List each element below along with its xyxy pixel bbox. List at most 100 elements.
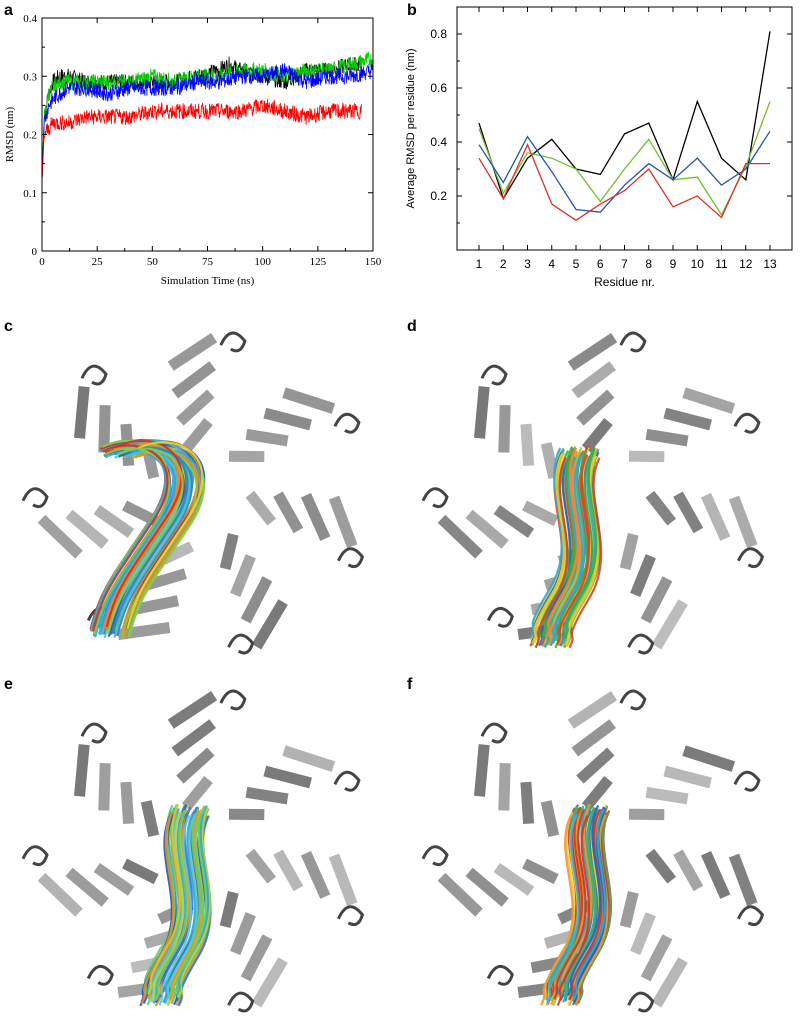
x-tick-label: 0 (39, 256, 45, 268)
beta-strand (474, 744, 490, 797)
beta-strand (700, 493, 731, 541)
y-tick-label: 0.3 (23, 71, 37, 83)
peptide-trace (563, 447, 598, 639)
peptide-trace (556, 815, 591, 1006)
beta-strand (682, 387, 736, 414)
peptide-trace (150, 811, 185, 1003)
peptide-trace (556, 454, 590, 646)
beta-strand (576, 747, 615, 784)
loop (21, 845, 49, 867)
loop (333, 412, 361, 434)
beta-strand (65, 509, 109, 549)
peptide-trace (176, 806, 211, 998)
beta-strand (219, 891, 239, 928)
beta-strand (567, 691, 618, 729)
x-tick-label: 75 (202, 256, 214, 268)
beta-strand (263, 765, 312, 789)
rmsd-time-chart: 0 25 50 75 100 125 150 0 0.1 0.2 0.3 0.4 Simulation … (4, 13, 382, 287)
plot-frame (41, 17, 374, 252)
peptide-trace (545, 447, 579, 639)
loop (627, 991, 655, 1013)
beta-strand (728, 495, 758, 549)
beta-strand (245, 428, 289, 447)
beta-strand (328, 495, 358, 549)
series-line-0 (478, 31, 771, 201)
beta-strand (65, 867, 109, 907)
x-axis-label: Simulation Time (ns) (161, 275, 255, 287)
loop (333, 770, 361, 792)
x-tick-label: 150 (365, 256, 382, 268)
y-tick-label: 0.2 (23, 130, 37, 142)
beta-strand (176, 389, 215, 426)
series-line-3 (478, 143, 770, 222)
beta-strand (640, 576, 673, 624)
peptide-bundle (529, 445, 603, 649)
beta-strand (300, 493, 331, 541)
beta-strand (181, 776, 213, 811)
beta-strand (663, 407, 712, 431)
peptide-trace (126, 441, 204, 629)
y-tick-label: 0.1 (23, 188, 37, 200)
x-tick-label: 25 (92, 256, 104, 268)
x-tick-label: 12 (739, 257, 753, 271)
peptide-trace (168, 809, 203, 1001)
beta-strand (493, 862, 535, 896)
loop (737, 905, 765, 927)
panel-label-e: e (4, 676, 13, 693)
panel-label-f: f (407, 676, 413, 693)
series-line-2 (478, 130, 771, 213)
x-tick-label: 1 (476, 257, 483, 271)
beta-strand (273, 491, 304, 534)
peptide-trace (563, 807, 597, 999)
beta-strand (540, 442, 560, 479)
peptide-trace (540, 814, 574, 1006)
beta-strand (245, 786, 289, 805)
loop (486, 607, 514, 628)
beta-strand (437, 872, 483, 917)
peptide-trace (553, 808, 587, 1000)
structure-image-f (421, 689, 765, 1013)
beta-strand (651, 599, 688, 650)
x-tick-label: 100 (254, 256, 271, 268)
panel-label-b: b (407, 2, 417, 19)
loop (219, 689, 247, 711)
beta-strand (663, 765, 712, 789)
peptide-trace (147, 803, 181, 995)
beta-strand (37, 514, 83, 559)
structure-image-c (21, 331, 365, 655)
beta-strand (673, 849, 704, 892)
peptide-trace (158, 814, 193, 1006)
beta-strand (619, 891, 639, 928)
y-axis-label: Average RMSD per residue (nm) (405, 49, 417, 209)
panel-label-c: c (4, 318, 13, 335)
beta-strand (263, 407, 312, 431)
peptide-trace (529, 447, 563, 639)
beta-strand (171, 361, 216, 399)
beta-strand (728, 853, 758, 907)
beta-strand (571, 719, 616, 757)
beta-strand (176, 747, 215, 784)
beta-strand (581, 418, 613, 453)
y-axis-label: RMSD (nm) (4, 107, 16, 163)
beta-strand (328, 853, 358, 907)
loop (337, 547, 365, 569)
y-tick-label: 0 (32, 246, 38, 258)
loop (21, 487, 49, 509)
beta-strand (122, 858, 159, 885)
beta-strand (74, 386, 90, 439)
x-tick-label: 7 (621, 257, 628, 271)
beta-strand (465, 509, 509, 549)
beta-strand (571, 361, 616, 399)
loop (619, 689, 647, 711)
x-tick-label: 4 (548, 257, 555, 271)
x-axis-label: Residue nr. (594, 275, 655, 289)
x-tick-label: 5 (573, 257, 580, 271)
x-tick-label: 125 (310, 256, 327, 268)
beta-strand (93, 504, 135, 538)
beta-strand (230, 912, 256, 955)
beta-strand (540, 800, 560, 837)
y-tick-label: 0.8 (430, 27, 447, 41)
x-tick-label: 11 (715, 257, 728, 271)
loop (421, 845, 449, 867)
beta-strand (640, 934, 673, 982)
